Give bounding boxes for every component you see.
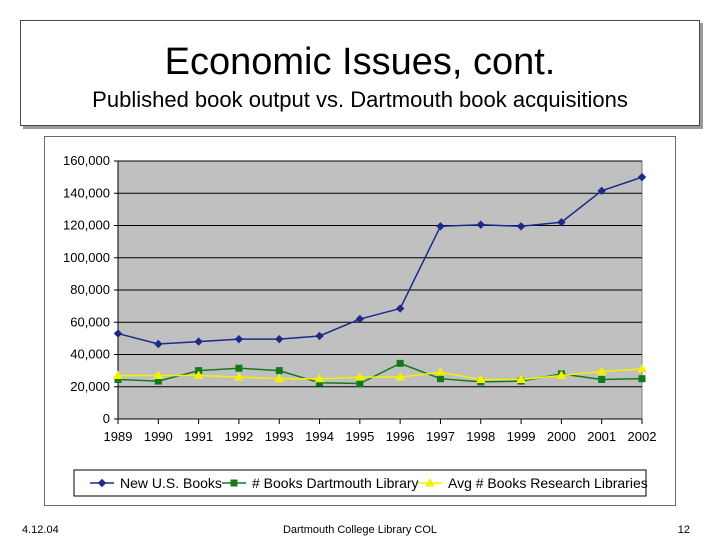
data-point-series-2 [598,375,606,383]
page-number: 12 [677,524,690,536]
data-point-series-1 [315,331,324,341]
line-chart: 0 20,000 40,000 60,000 80,000 100,000 120,000 1… [44,136,676,506]
data-point-series-3 [475,374,486,383]
legend-marker-1 [97,478,107,488]
data-point-series-1 [557,218,566,227]
data-point-series-2 [436,375,444,383]
legend-marker-2 [230,479,238,487]
x-tick-label: 1994 [305,429,334,444]
chart-area: 0 20,000 40,000 60,000 80,000 100,000 120,000 1… [44,136,676,506]
series-line-3 [118,368,643,381]
series-line-1 [117,176,643,345]
footer-date: 4.12.04 [22,524,59,536]
data-point-series-3 [435,367,446,376]
x-tick-label: 1989 [104,429,133,444]
y-tick-label: 20,000 [70,379,110,394]
x-tick-label: 2001 [587,429,616,444]
data-point-series-1 [516,222,526,231]
data-point-series-2 [638,375,646,383]
x-tick-label: 1990 [144,429,173,444]
data-point-series-2 [154,377,162,385]
data-point-series-1 [597,186,606,196]
legend-marker-3 [425,477,435,487]
data-point-series-3 [354,372,365,381]
y-tick-label: 0 [103,411,110,426]
data-point-series-3 [314,373,325,383]
slide-title: Economic Issues, cont. [164,41,556,83]
x-tick-label: 1998 [466,429,495,444]
y-tick-label: 120,000 [63,218,110,233]
legend-label-1: New U.S. Books [120,475,222,491]
data-point-series-2 [356,380,364,388]
data-point-series-1 [275,334,284,344]
x-tick-label: 1991 [184,429,213,444]
data-point-series-2 [275,367,283,375]
data-point-series-3 [516,374,526,383]
legend-box [73,469,647,497]
data-point-series-3 [113,370,123,379]
data-point-series-1 [436,222,445,231]
y-tick-label: 140,000 [63,185,110,200]
y-tick-label: 60,000 [70,314,110,329]
y-tick-label: 80,000 [70,282,110,297]
x-tick-label: 1997 [426,429,455,444]
data-point-series-3 [395,372,406,381]
data-point-series-1 [154,339,163,349]
data-point-series-1 [395,304,405,313]
x-tick-label: 1993 [265,429,294,444]
legend-label-3: Avg # Books Research Libraries [448,475,648,491]
data-point-series-3 [637,364,647,373]
x-tick-label: 2002 [628,429,657,444]
data-point-series-3 [193,370,204,379]
data-point-series-3 [596,366,607,375]
data-point-series-2 [396,359,404,367]
x-tick-label: 1995 [345,429,374,444]
data-point-series-3 [153,370,164,379]
series-line-2 [117,362,643,385]
title-box: Economic Issues, cont. Published book ou… [20,20,700,126]
data-point-series-3 [556,370,567,379]
data-point-series-1 [113,329,123,338]
data-point-series-3 [234,372,244,381]
data-point-series-1 [637,172,647,182]
footer-org: Dartmouth College Library COL [282,524,438,536]
data-point-series-1 [194,337,203,346]
data-point-series-1 [355,314,365,324]
data-point-series-1 [234,334,244,344]
y-tick-label: 100,000 [63,250,110,265]
data-point-series-3 [274,373,285,383]
x-tick-label: 1996 [386,429,415,444]
x-tick-label: 2000 [547,429,576,444]
slide-subtitle: Published book output vs. Dartmouth book… [92,87,628,112]
legend-label-2: # Books Dartmouth Library [252,475,419,491]
data-point-series-1 [476,220,485,229]
y-tick-label: 40,000 [70,347,110,362]
x-tick-label: 1992 [224,429,253,444]
x-tick-label: 1999 [507,429,536,444]
data-point-series-2 [235,364,243,372]
y-tick-label: 160,000 [63,153,110,168]
